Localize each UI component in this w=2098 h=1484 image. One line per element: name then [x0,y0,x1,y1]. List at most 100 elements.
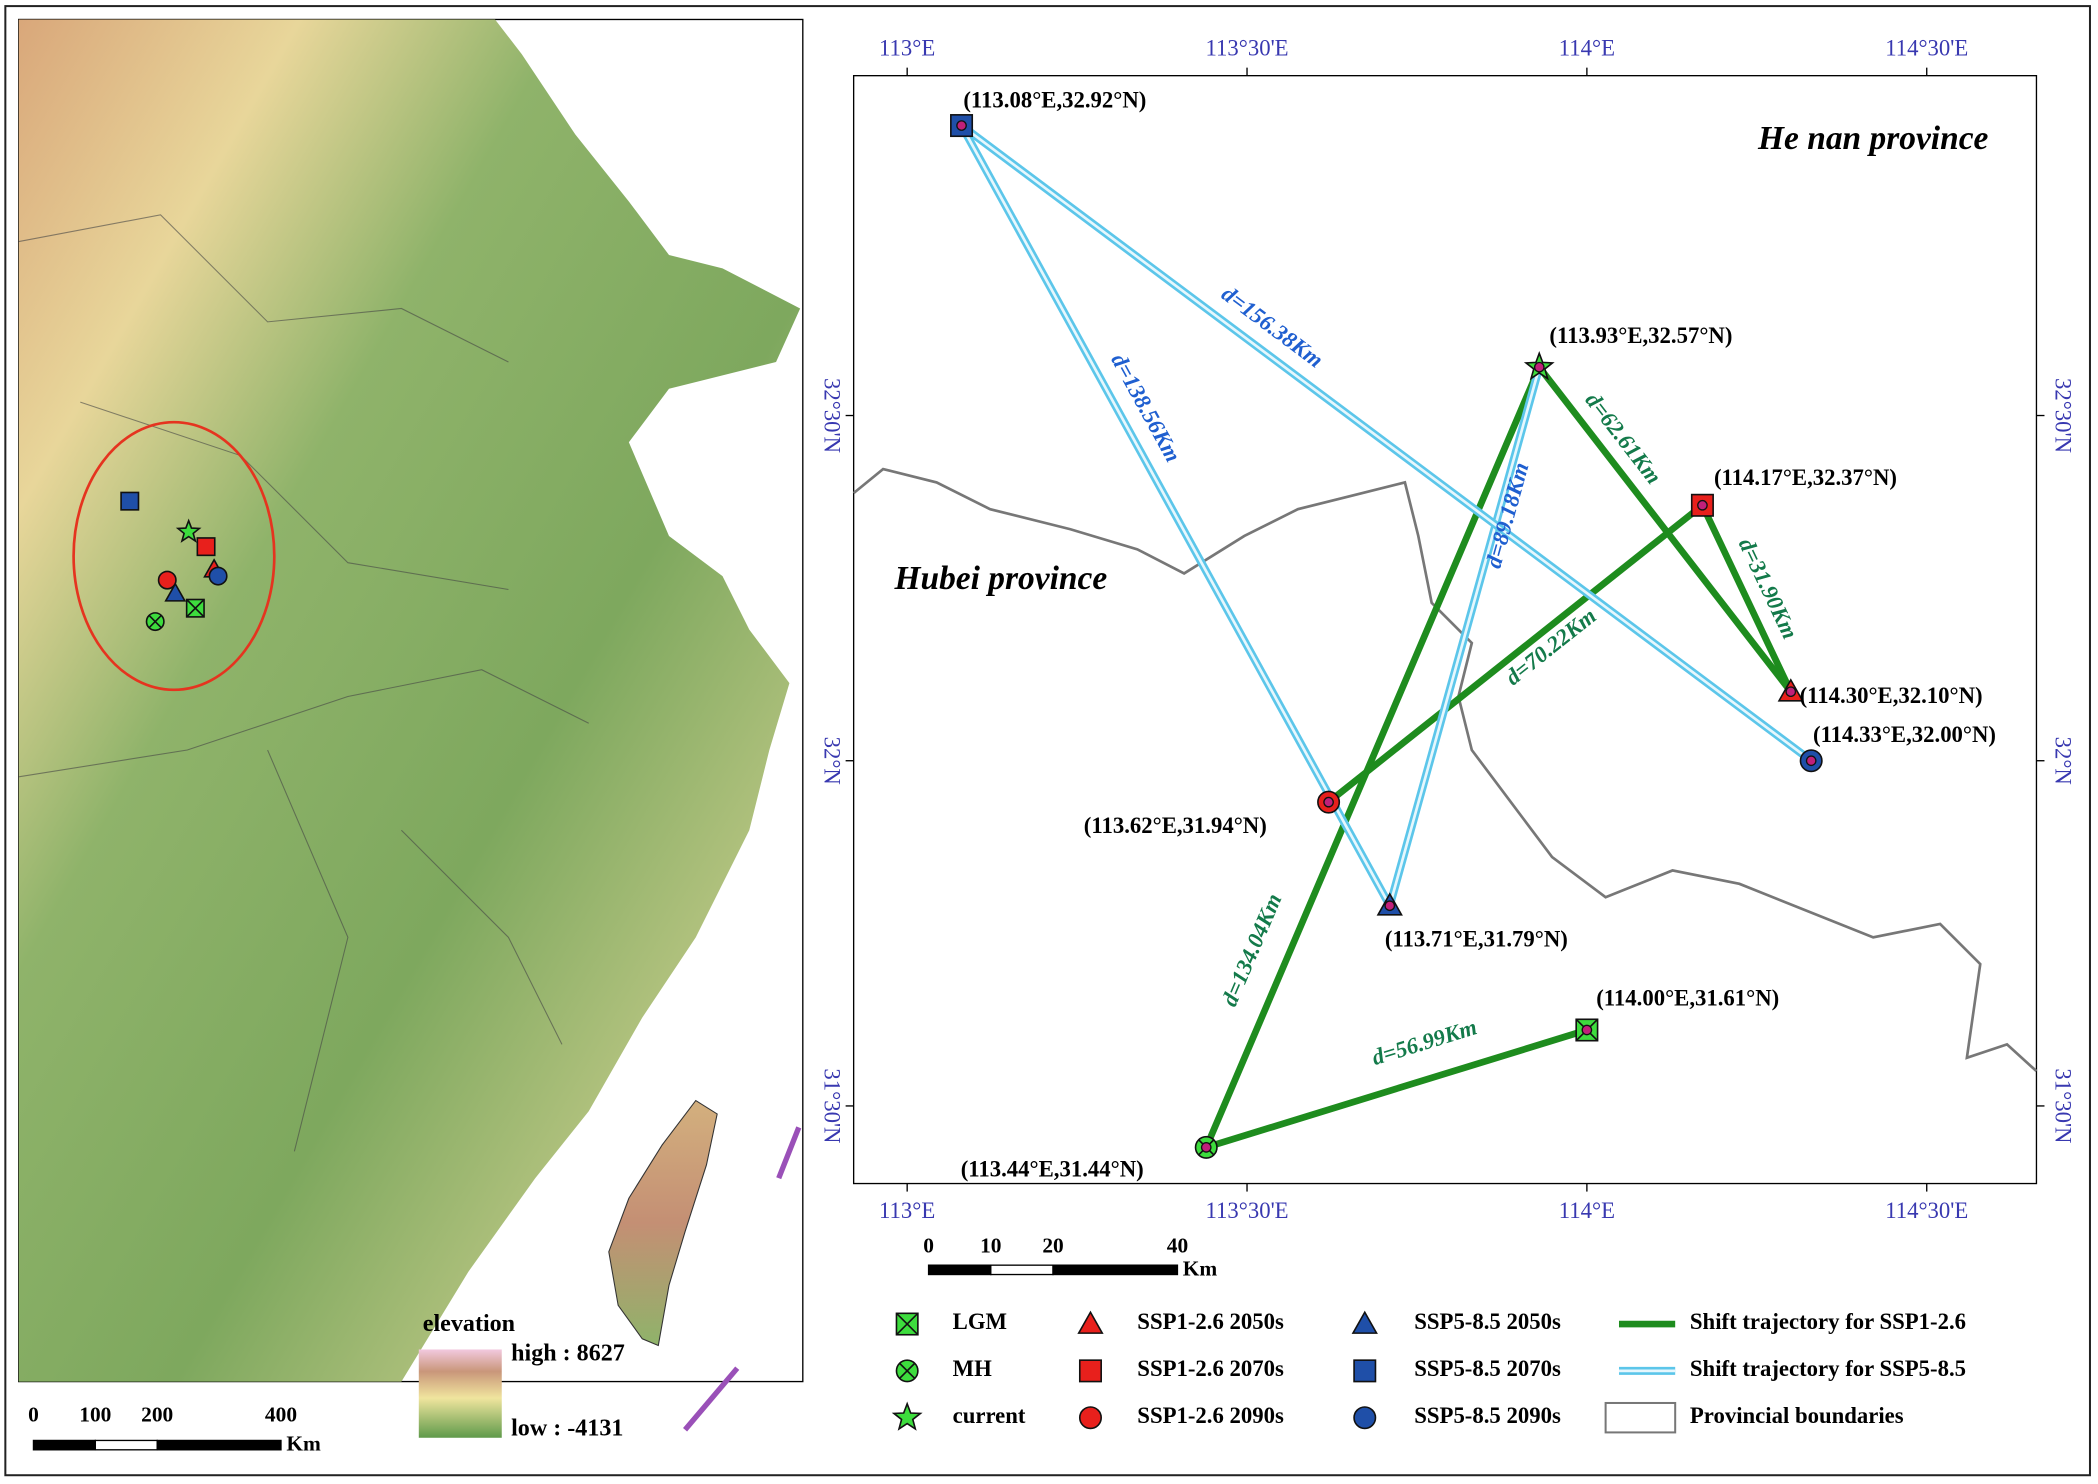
region-label: He nan province [1757,120,1988,157]
graticule-ticks: 113°E 113°E 113°30'E 113°30'E 114°E 114°E 114°… [819,35,2075,1223]
scale-label: 0 [28,1402,39,1426]
scale-unit: Km [286,1432,321,1456]
point-label: (113.93°E,32.57°N) [1549,323,1732,348]
scale-label: 0 [923,1234,934,1258]
legend-label: SSP1-2.6 2050s [1137,1309,1284,1334]
marker [1351,1310,1378,1334]
marker-center [1200,1142,1212,1153]
legend-label: Shift trajectory for SSP1-2.6 [1690,1309,1966,1334]
elevation-title: elevation [423,1311,516,1337]
scale-segment [156,1439,282,1451]
figure-frame [4,5,2091,1477]
overview-markers [120,491,228,632]
y-tick-label: 32°N [2050,737,2075,785]
marker [175,518,202,543]
point-label: (113.71°E,31.79°N) [1385,927,1568,952]
y-tick-label: 31°30'N [2050,1068,2075,1143]
point-label: (113.62°E,31.94°N) [1084,813,1267,838]
x-tick-label: 114°E [1559,1198,1615,1223]
legend-label: MH [953,1356,992,1381]
scale-label: 10 [980,1234,1001,1258]
marker [1353,1359,1377,1383]
legend-label: SSP1-2.6 2070s [1137,1356,1284,1381]
elevation-low: low : -4131 [511,1415,623,1441]
region-label: Hubei province [893,560,1107,597]
legend-label: current [953,1403,1026,1428]
x-tick-label: 114°E [1559,35,1615,60]
y-tick-label: 31°30'N [819,1068,844,1143]
marker-cross [186,598,205,618]
legend-label: LGM [953,1309,1007,1334]
marker-cross [148,614,162,629]
x-tick-label: 113°30'E [1205,35,1288,60]
scale-segment [1052,1264,1179,1276]
marker-cross [899,1362,916,1379]
scale-label: 100 [79,1402,111,1426]
point-label: (114.00°E,31.61°N) [1596,985,1779,1010]
x-tick-label: 113°E [879,1198,935,1223]
marker-center [1323,796,1334,808]
trajectory-ssp126 [1205,1026,1588,1151]
elevation-ramp [418,1349,502,1438]
y-tick-label: 32°30'N [819,378,844,453]
marker [1078,1359,1102,1383]
scale-label: 200 [141,1402,173,1426]
elevation-high: high : 8627 [511,1340,625,1366]
scale-segment [927,1264,992,1276]
marker [1078,1406,1102,1430]
point-label: (114.33°E,32.00°N) [1813,722,1996,747]
x-tick-label: 114°30'E [1885,35,1968,60]
y-tick-label: 32°30'N [2050,378,2075,453]
marker [157,570,177,590]
y-tick-label: 32°N [819,737,844,785]
marker-center [1785,686,1797,698]
scale-segment [990,1264,1054,1276]
legend-label: SSP5-8.5 2050s [1414,1309,1561,1334]
marker-center [1533,361,1545,373]
trajectory-ssp585-inner [960,124,1391,907]
marker-center [1384,900,1396,912]
province-lines [18,214,589,1152]
point-label: (113.08°E,32.92°N) [963,88,1146,113]
detail-map: He nan province Hubei province 113°E113°… [819,35,2075,1280]
trajectory-ssp126 [1326,502,1705,805]
marker [196,537,216,557]
trajectory-ssp126 [1203,365,1543,1149]
marker [1077,1310,1104,1334]
taiwan [608,1099,718,1347]
marker-center [956,120,967,131]
legend-label: Shift trajectory for SSP5-8.5 [1690,1356,1966,1381]
trajectory-ssp126 [1536,365,1794,694]
purple-line [683,1366,740,1432]
scale-label: 40 [1167,1234,1188,1258]
marker [164,582,187,602]
land [18,19,801,1382]
marker-center [1581,1024,1593,1036]
overview-map: elevation high : 8627 low : -4131 0 100 20… [18,18,804,1456]
point-label: (113.44°E,31.44°N) [961,1157,1144,1182]
trajectory-ssp585-inner [960,124,1812,762]
legend-label: Provincial boundaries [1690,1403,1904,1428]
x-tick-label: 114°30'E [1885,1198,1968,1223]
marker-center [1805,755,1817,767]
legend: LGM MH current SSP1-2.6 2050s SSP1-2.6 2070s… [891,1309,1966,1434]
marker [1353,1406,1377,1430]
study-area-ellipse [72,420,276,692]
points: (114.00°E,31.61°N) (113.44°E,31.44°N) (113… [950,88,1996,1182]
marker-center [1697,499,1708,511]
overview-scale: 0 100 200 400 Km [28,1402,321,1455]
trajectory-ssp585-inner [1388,366,1541,907]
scale-segment [32,1439,97,1451]
scale-segment [94,1439,158,1451]
marker [120,491,140,511]
x-tick-label: 113°30'E [1205,1198,1288,1223]
legend-swatch [1604,1401,1677,1434]
x-tick-label: 113°E [879,35,935,60]
point-label: (114.30°E,32.10°N) [1800,683,1983,708]
marker-cross [895,1312,919,1336]
legend-label: SSP1-2.6 2090s [1137,1403,1284,1428]
trajectory-ssp126 [1699,503,1794,694]
provincial-boundary [852,467,2038,1073]
